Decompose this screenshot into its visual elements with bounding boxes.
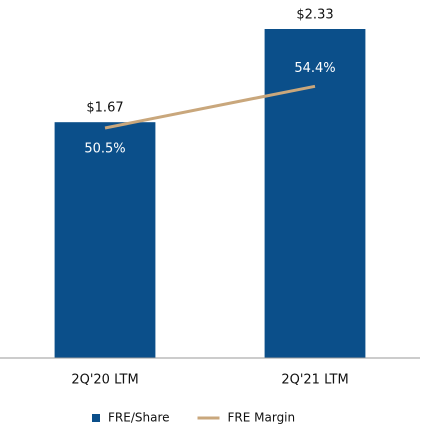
x-tick-label: 2Q'20 LTM [71, 373, 138, 388]
legend-label: FRE/Share [108, 411, 170, 425]
legend-label: FRE Margin [228, 411, 296, 425]
bar [54, 122, 156, 358]
line-value-label: 54.4% [294, 61, 335, 76]
bar-value-label: $2.33 [296, 8, 333, 23]
line [104, 84, 316, 130]
legend-swatch [92, 414, 100, 422]
x-tick-label: 2Q'21 LTM [281, 373, 348, 388]
bar [264, 29, 366, 359]
line-value-label: 50.5% [84, 142, 125, 157]
bar-value-label: $1.67 [86, 101, 123, 116]
